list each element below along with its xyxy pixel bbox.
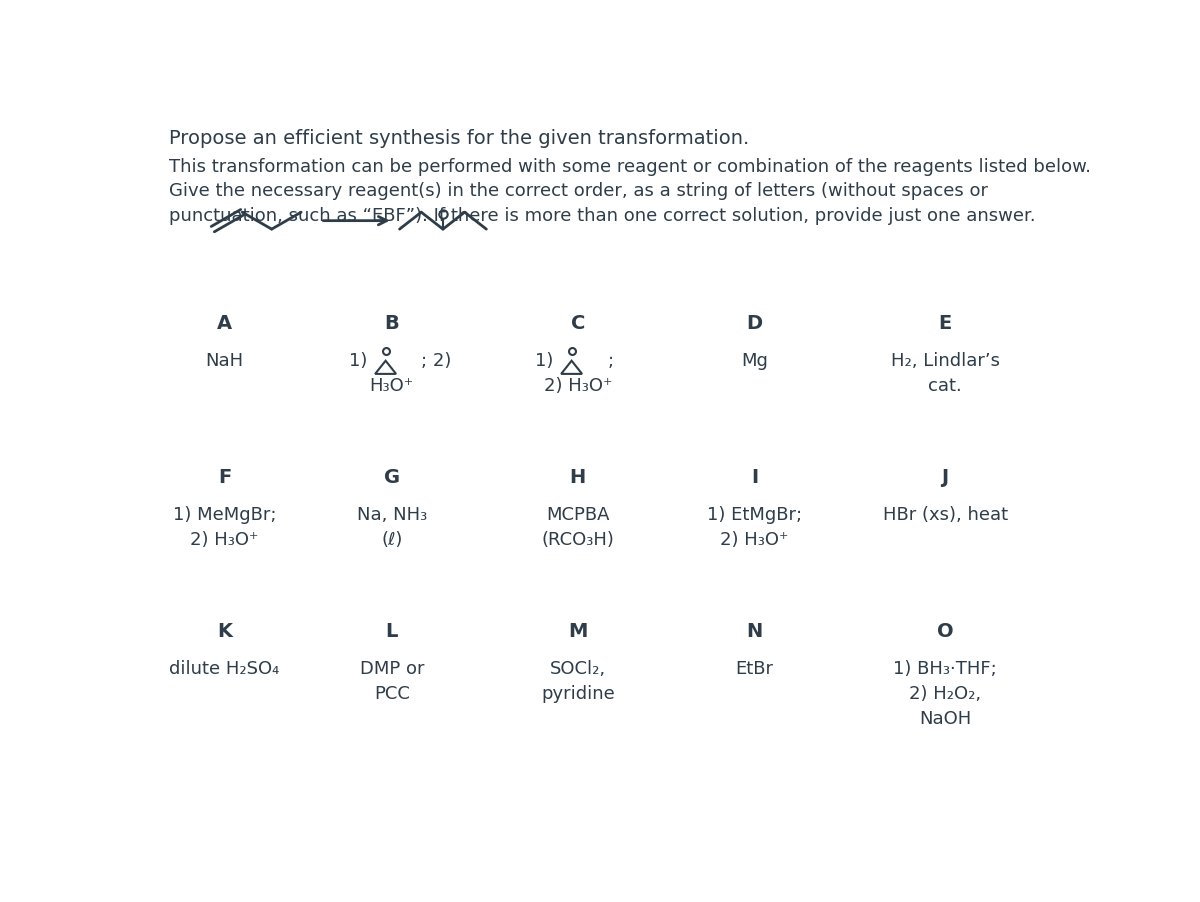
Text: ; 2): ; 2) — [421, 353, 451, 371]
Text: O: O — [937, 621, 954, 640]
Text: NaH: NaH — [205, 353, 244, 371]
Text: Na, NH₃: Na, NH₃ — [356, 506, 427, 524]
Text: dilute H₂SO₄: dilute H₂SO₄ — [169, 660, 280, 678]
Text: PCC: PCC — [374, 685, 409, 703]
Text: M: M — [568, 621, 588, 640]
Text: 1) EtMgBr;: 1) EtMgBr; — [707, 506, 802, 524]
Text: HBr (xs), heat: HBr (xs), heat — [882, 506, 1008, 524]
Text: A: A — [217, 314, 232, 333]
Text: 1): 1) — [349, 353, 367, 371]
Text: G: G — [384, 468, 400, 487]
Text: ;: ; — [607, 353, 613, 371]
Text: I: I — [751, 468, 758, 487]
Text: 2) H₃O⁺: 2) H₃O⁺ — [191, 531, 258, 549]
Text: H₃O⁺: H₃O⁺ — [370, 377, 414, 395]
Text: (ℓ): (ℓ) — [382, 531, 402, 549]
Text: C: C — [571, 314, 584, 333]
Text: D: D — [746, 314, 762, 333]
Text: J: J — [942, 468, 949, 487]
Text: (RCO₃H): (RCO₃H) — [541, 531, 614, 549]
Text: N: N — [746, 621, 763, 640]
Text: 1) MeMgBr;: 1) MeMgBr; — [173, 506, 276, 524]
Text: E: E — [938, 314, 952, 333]
Text: H₂, Lindlar’s: H₂, Lindlar’s — [890, 353, 1000, 371]
Text: K: K — [217, 621, 232, 640]
Text: 2) H₃O⁺: 2) H₃O⁺ — [544, 377, 612, 395]
Text: L: L — [385, 621, 398, 640]
Text: 1) BH₃·THF;: 1) BH₃·THF; — [893, 660, 997, 678]
Text: Propose an efficient synthesis for the given transformation.: Propose an efficient synthesis for the g… — [168, 129, 749, 148]
Text: MCPBA: MCPBA — [546, 506, 610, 524]
Text: pyridine: pyridine — [541, 685, 614, 703]
Text: F: F — [217, 468, 232, 487]
Text: cat.: cat. — [929, 377, 962, 395]
Text: 2) H₃O⁺: 2) H₃O⁺ — [720, 531, 788, 549]
Text: punctuation, such as “EBF”). If there is more than one correct solution, provide: punctuation, such as “EBF”). If there is… — [168, 207, 1036, 225]
Text: SOCl₂,: SOCl₂, — [550, 660, 606, 678]
Text: Give the necessary reagent(s) in the correct order, as a string of letters (with: Give the necessary reagent(s) in the cor… — [168, 182, 988, 200]
Text: This transformation can be performed with some reagent or combination of the rea: This transformation can be performed wit… — [168, 158, 1091, 176]
Text: 2) H₂O₂,: 2) H₂O₂, — [910, 685, 982, 703]
Text: DMP or: DMP or — [360, 660, 424, 678]
Text: B: B — [384, 314, 400, 333]
Text: Mg: Mg — [742, 353, 768, 371]
Text: H: H — [570, 468, 586, 487]
Text: EtBr: EtBr — [736, 660, 774, 678]
Text: 1): 1) — [535, 353, 553, 371]
Text: NaOH: NaOH — [919, 710, 971, 728]
